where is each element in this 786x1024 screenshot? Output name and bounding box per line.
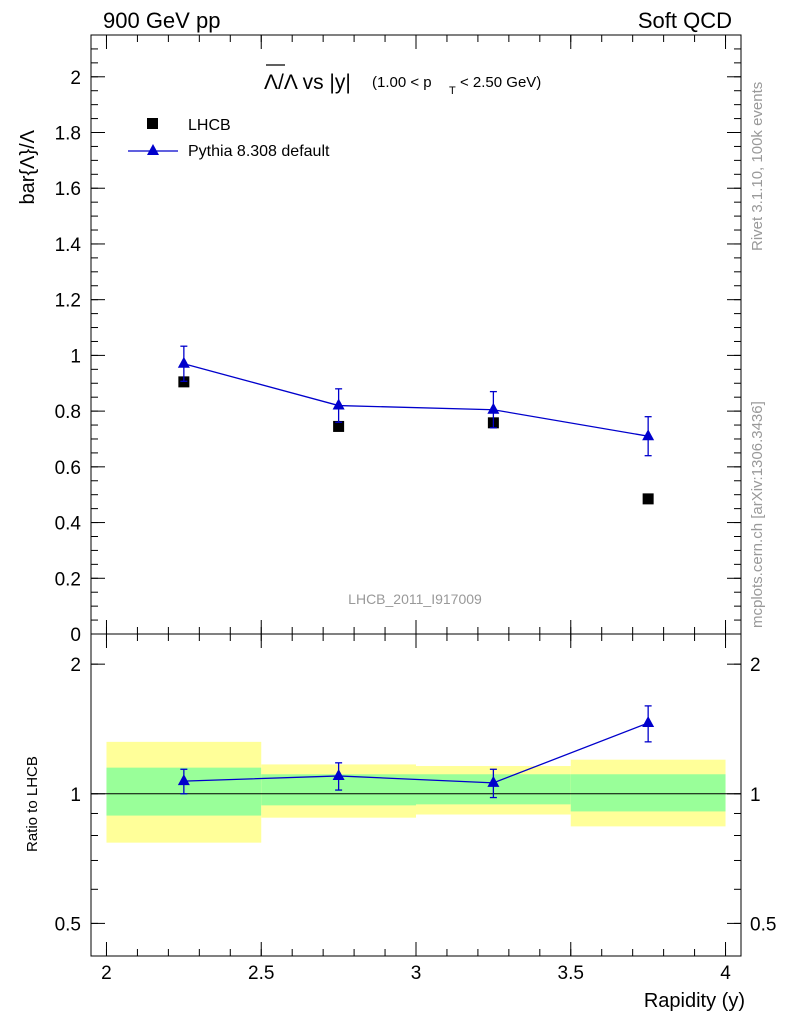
pythia-line [183, 363, 649, 437]
ratio-y-tick-label: 2 [70, 655, 81, 676]
x-tick-label: 2.5 [248, 963, 274, 984]
y-tick-label: 0.2 [55, 569, 81, 590]
pythia-data-point [487, 402, 500, 414]
plot-title-cut-end: < 2.50 GeV) [460, 74, 541, 91]
ratio-y-tick-label: 1 [70, 785, 81, 806]
plot-title-main: Λ/Λ vs |y| [264, 71, 351, 94]
ratio-data-point [487, 775, 500, 787]
lhcb-data-point [642, 493, 654, 505]
uncertainty-band-inner [570, 774, 726, 812]
analysis-label: LHCB_2011_I917009 [348, 591, 482, 607]
y-tick-label: 0.6 [55, 458, 81, 479]
ratio-y-tick-label-right: 1 [750, 785, 761, 806]
rivet-version-text: Rivet 3.1.10, 100k events [749, 82, 766, 251]
pythia-data-point [177, 356, 190, 368]
ratio-plot-panel: 0.5 0.5 1 1 2 2 2 2.5 3 3.5 4 Ratio to LHCB Rapidi… [24, 633, 776, 1012]
x-tick-label: 3 [411, 963, 422, 984]
legend-lhcb-label: LHCB [188, 117, 231, 134]
ratio-y-tick-label: 0.5 [55, 914, 81, 935]
x-tick-label: 4 [720, 963, 731, 984]
y-axis-label-top: bar{Λ}/Λ [17, 129, 39, 204]
y-axis-label-ratio: Ratio to LHCB [24, 756, 41, 852]
y-tick-label: 1.2 [55, 291, 81, 312]
legend: LHCB Pythia 8.308 default [128, 117, 330, 160]
x-tick-label: 2 [101, 963, 112, 984]
y-tick-label: 1.6 [55, 179, 81, 200]
pythia-data-point [332, 398, 345, 410]
y-tick-label: 1 [70, 346, 81, 367]
main-plot-panel: 0 0.2 0.4 0.6 0.8 1 1.2 1.4 1.6 1.8 2 Λ/Λ vs |y| (… [17, 34, 742, 646]
y-tick-label: 0.4 [55, 514, 82, 535]
y-tick-label: 1.8 [55, 124, 81, 145]
header-right: Soft QCD [638, 8, 732, 33]
x-tick-label: 3.5 [558, 963, 584, 984]
ratio-data-point [642, 716, 655, 728]
legend-pythia-marker [147, 144, 159, 155]
plot-title-cut-sub: T [449, 85, 456, 97]
ratio-y-tick-label-right: 2 [750, 655, 761, 676]
y-tick-label: 0 [70, 625, 81, 646]
y-tick-label: 1.4 [55, 235, 82, 256]
legend-pythia-label: Pythia 8.308 default [188, 143, 330, 160]
lhcb-data-point [333, 420, 345, 432]
header-left: 900 GeV pp [103, 8, 220, 33]
ratio-pythia-line [183, 722, 649, 784]
y-tick-label: 2 [70, 68, 81, 89]
mcplots-source-text: mcplots.cern.ch [arXiv:1306.3436] [749, 401, 766, 628]
ratio-y-tick-label-right: 0.5 [750, 914, 776, 935]
legend-lhcb-marker [147, 118, 158, 129]
ratio-data-point [177, 774, 190, 786]
plot-title: Λ/Λ vs |y| (1.00 < p T < 2.50 GeV) [264, 64, 541, 97]
ratio-data-point [332, 768, 345, 780]
x-axis-label: Rapidity (y) [644, 990, 745, 1012]
y-tick-label: 0.8 [55, 402, 81, 423]
plot-title-cut: (1.00 < p [372, 74, 432, 91]
pythia-data-point [642, 429, 655, 441]
